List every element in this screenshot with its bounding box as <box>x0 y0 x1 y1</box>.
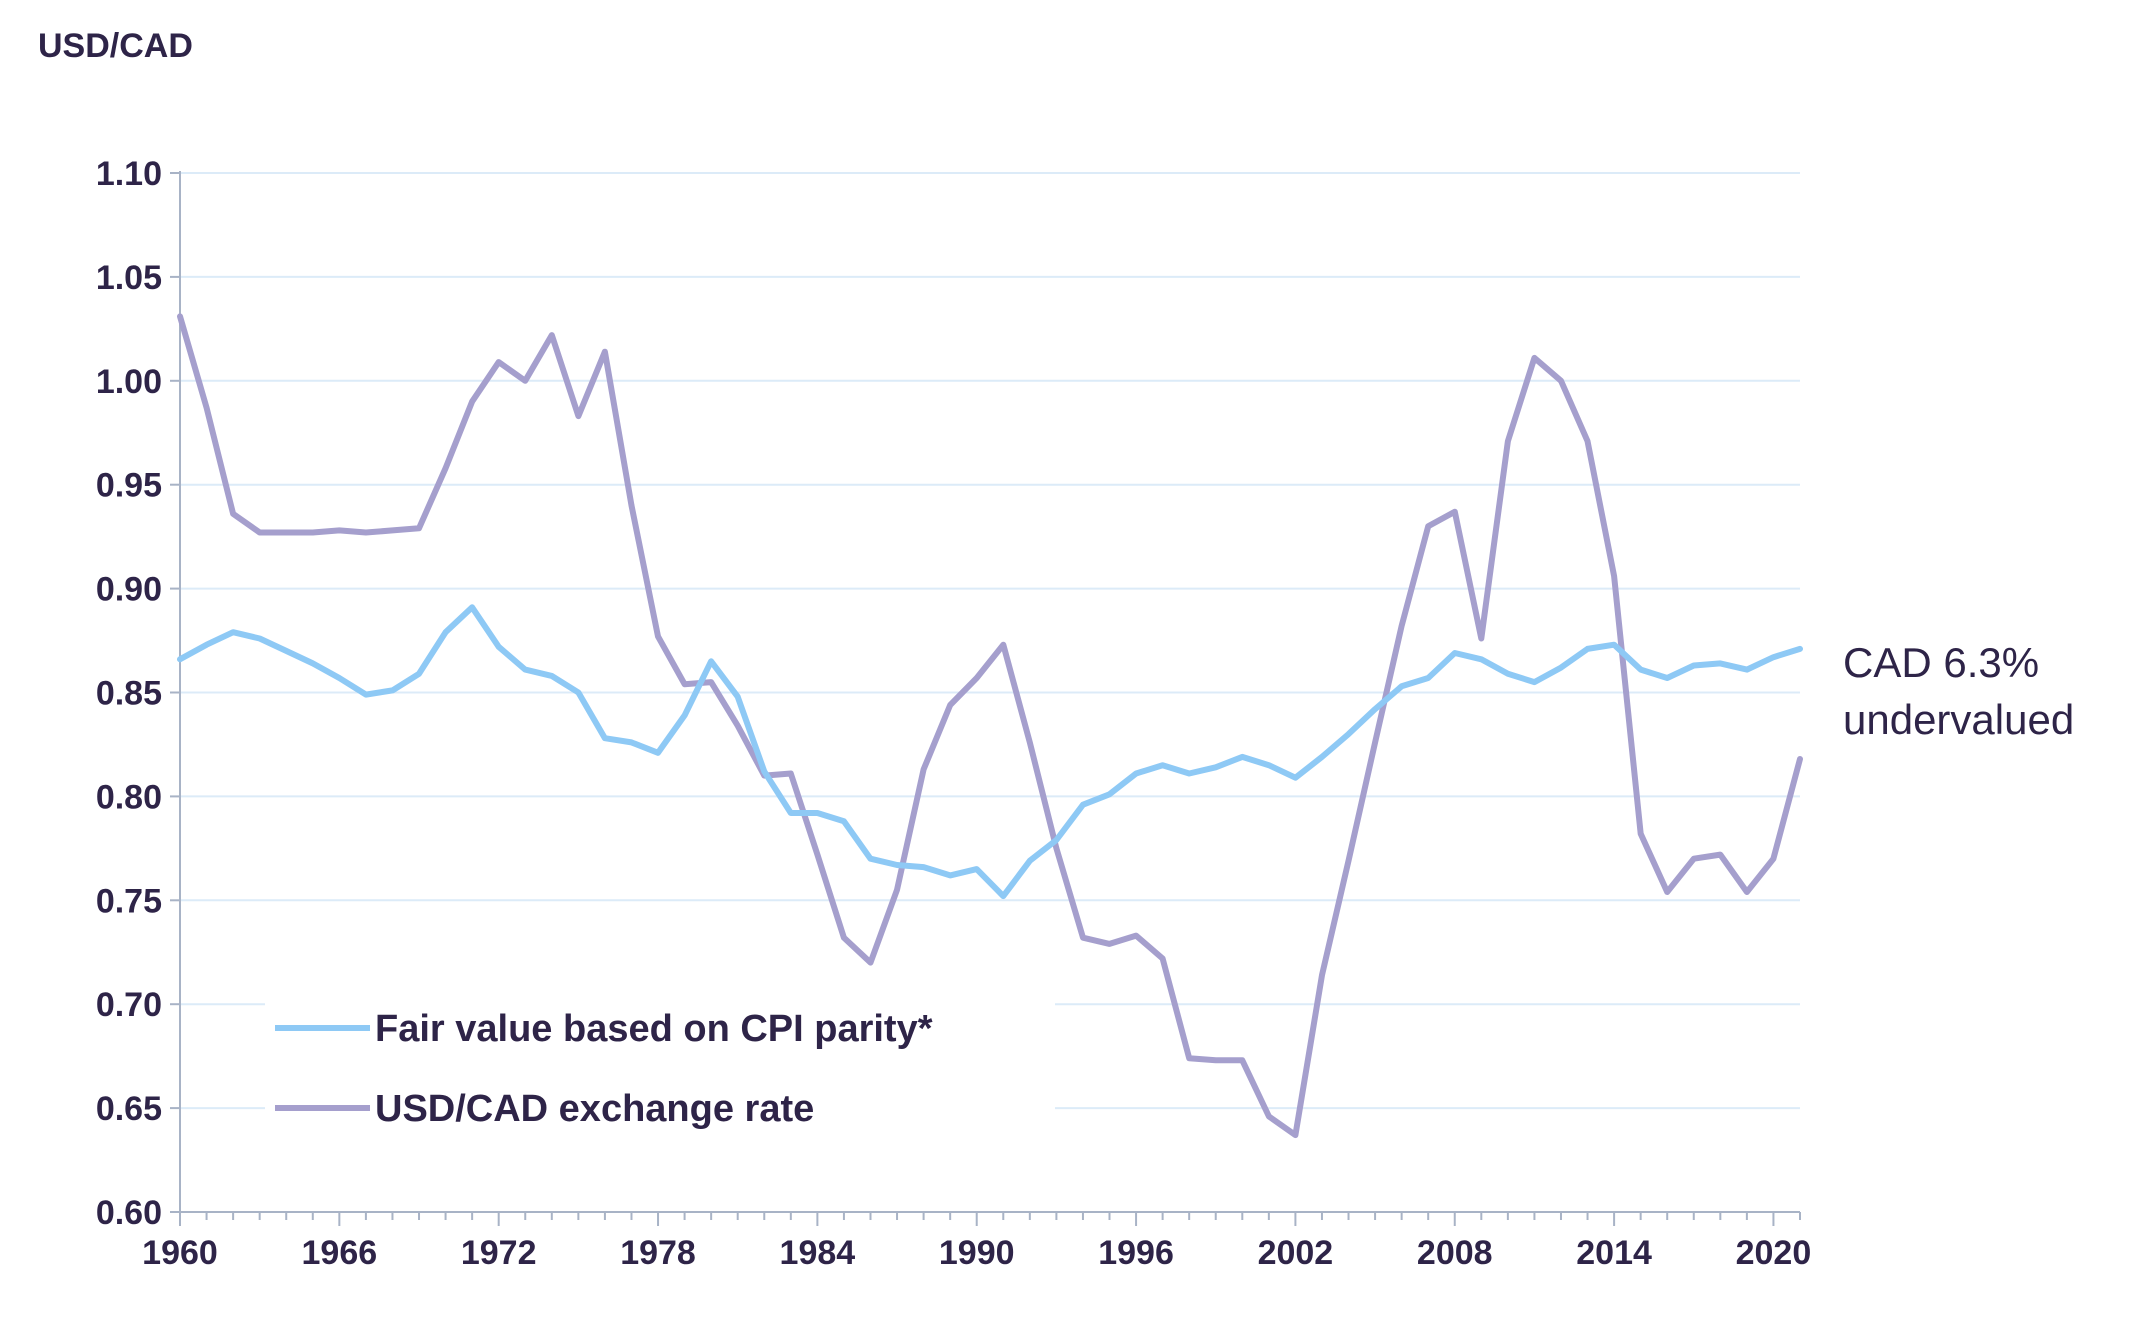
x-tick-label: 1960 <box>142 1234 218 1272</box>
x-tick-label: 1984 <box>780 1234 856 1272</box>
annotation-line-2: undervalued <box>1843 696 2074 743</box>
x-tick-label: 1978 <box>620 1234 696 1272</box>
y-tick-label: 0.70 <box>96 986 162 1024</box>
y-tick-label: 0.60 <box>96 1194 162 1232</box>
y-tick-label: 0.95 <box>96 467 162 505</box>
x-tick-label: 1972 <box>461 1234 537 1272</box>
gridlines <box>180 172 1800 1110</box>
y-tick-label: 0.85 <box>96 675 162 713</box>
y-tick-label: 1.00 <box>96 363 162 401</box>
x-tick-label: 2008 <box>1417 1234 1493 1272</box>
annotation-line-1: CAD 6.3% <box>1843 639 2039 686</box>
legend-label-exchange-rate: USD/CAD exchange rate <box>375 1088 814 1130</box>
x-tick-label: 2020 <box>1736 1234 1812 1272</box>
x-tick-label: 1996 <box>1098 1234 1174 1272</box>
x-tick-label: 1966 <box>302 1234 378 1272</box>
series-lines <box>177 313 1803 1139</box>
y-tick-label: 0.80 <box>96 778 162 816</box>
legend-label-fair-value: Fair value based on CPI parity* <box>375 1008 933 1050</box>
legend: Fair value based on CPI parity* USD/CAD … <box>265 990 1055 1140</box>
x-axis-ticks: 1960 1966 1972 1978 1984 1990 1996 2002 2008 2014… <box>142 1212 1811 1272</box>
y-tick-label: 0.65 <box>96 1090 162 1128</box>
annotation: CAD 6.3% undervalued <box>1843 639 2074 743</box>
series-line-fair-value <box>177 604 1803 900</box>
x-tick-label: 2002 <box>1258 1234 1334 1272</box>
series-line-exchange-rate <box>177 313 1803 1139</box>
y-tick-label: 1.05 <box>96 259 162 297</box>
x-tick-label: 2014 <box>1576 1234 1652 1272</box>
y-axis-unit-label: USD/CAD <box>38 27 193 65</box>
y-tick-label: 1.10 <box>96 155 162 193</box>
legend-background <box>265 990 1055 1140</box>
y-axis-ticks: 0.60 0.65 0.70 0.75 0.80 0.85 0.90 0.95 1.00 1.05… <box>96 155 180 1232</box>
y-tick-label: 0.90 <box>96 571 162 609</box>
y-tick-label: 0.75 <box>96 882 162 920</box>
x-tick-label: 1990 <box>939 1234 1015 1272</box>
